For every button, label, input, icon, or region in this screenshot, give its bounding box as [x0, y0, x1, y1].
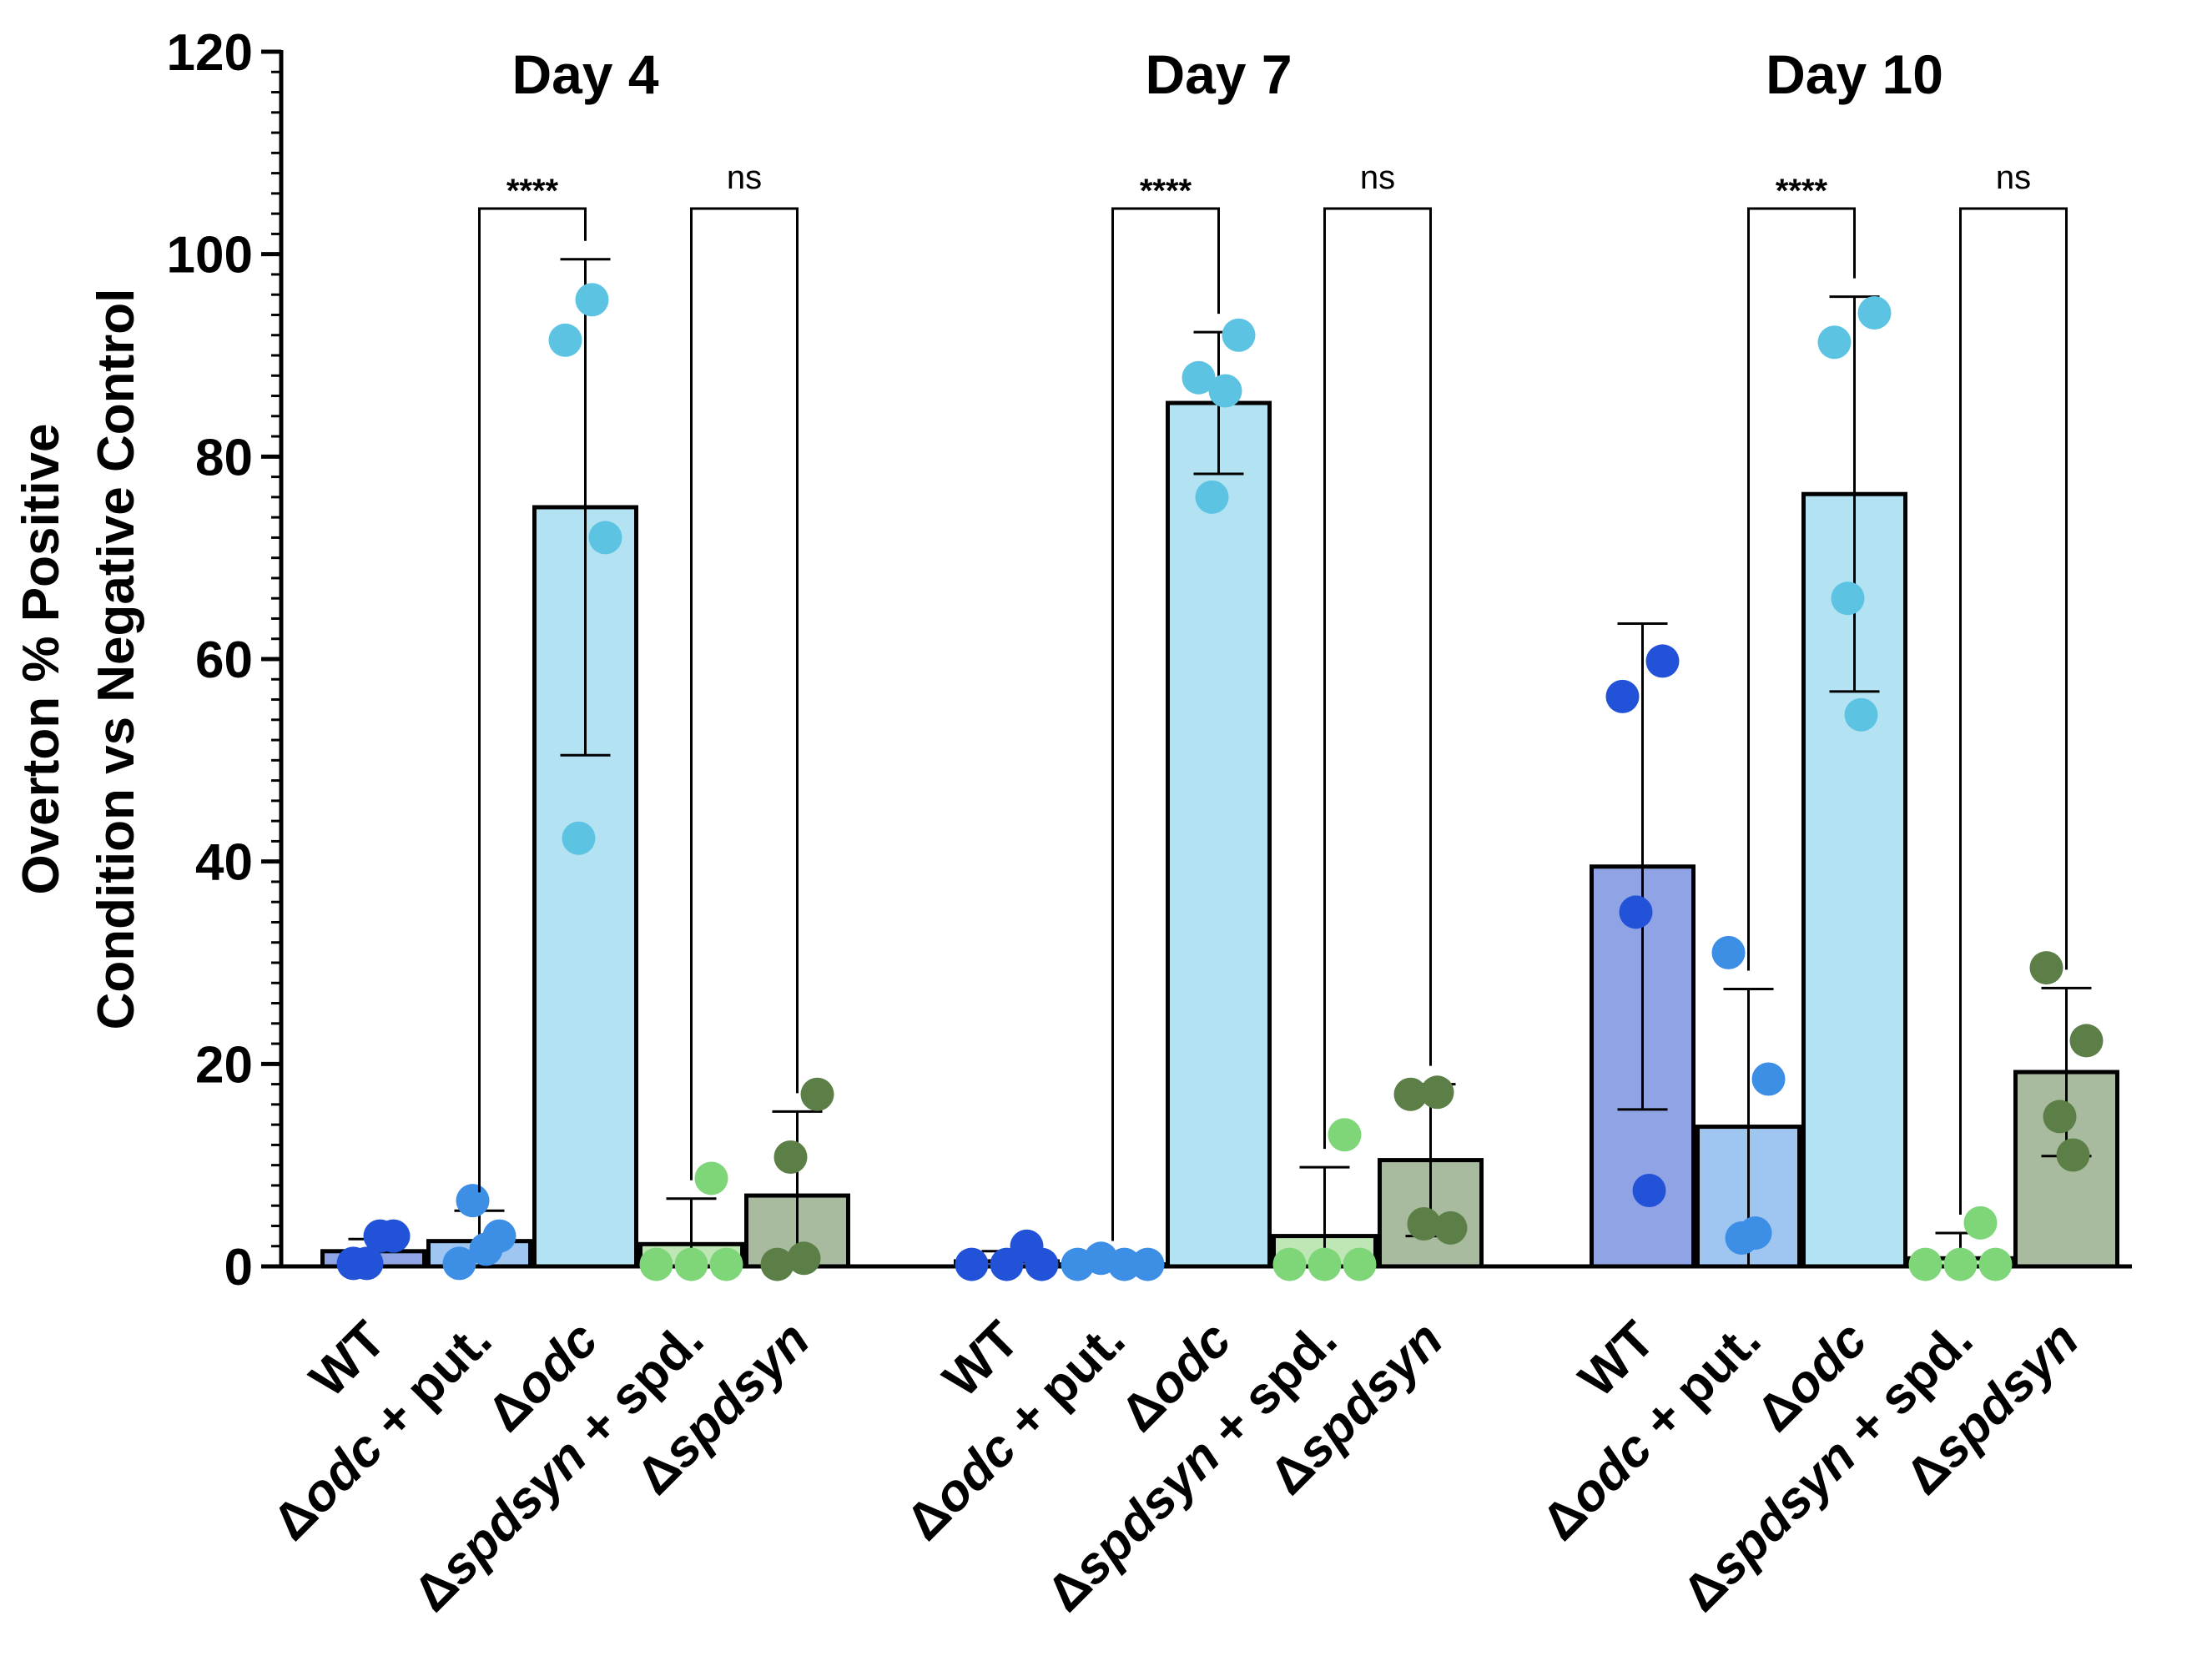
- category-gene: spdsyn: [429, 1427, 597, 1596]
- data-point: [1943, 1247, 1978, 1281]
- data-point: [1393, 1077, 1428, 1111]
- data-point: [548, 323, 582, 357]
- y-tick-label: 20: [195, 1036, 253, 1094]
- data-point: [1107, 1247, 1141, 1281]
- data-point: [1195, 480, 1229, 514]
- y-axis-label: Overton % Positive Condition vs Negative …: [13, 289, 145, 1030]
- data-point: [1131, 1247, 1165, 1281]
- group-title: Day 4: [511, 43, 658, 105]
- data-point: [1208, 374, 1242, 408]
- data-point: [1619, 895, 1653, 929]
- data-point: [588, 521, 622, 555]
- data-point: [562, 821, 596, 855]
- significance-label: ****: [506, 173, 559, 209]
- data-point: [1182, 360, 1216, 395]
- data-point: [1831, 581, 1865, 616]
- significance-bracket: [478, 207, 587, 1193]
- data-points-layer: [336, 283, 2104, 1281]
- data-point: [1844, 697, 1878, 732]
- data-point: [1908, 1247, 1942, 1281]
- data-point: [469, 1232, 503, 1266]
- data-point: [1632, 1174, 1666, 1207]
- data-point: [350, 1246, 384, 1281]
- significance-bracket: [1959, 207, 2068, 1215]
- y-axis-title-line: Condition vs Negative Control: [88, 289, 145, 1030]
- data-point: [442, 1246, 476, 1281]
- group-title: Day 10: [1766, 43, 1943, 105]
- data-point: [1817, 325, 1852, 360]
- significance-label: ns: [1360, 159, 1395, 196]
- data-point: [1738, 1216, 1772, 1250]
- data-point: [363, 1219, 397, 1253]
- data-point: [1272, 1247, 1307, 1281]
- y-axis: 0 20 40 60 80 100 120: [167, 24, 284, 1296]
- significance-label: ns: [727, 159, 762, 196]
- data-point: [1328, 1118, 1362, 1152]
- y-tick-label: 60: [195, 632, 253, 689]
- data-point: [760, 1247, 794, 1281]
- significance-label: ****: [1776, 173, 1828, 209]
- y-tick-label: 80: [195, 429, 253, 486]
- data-point: [674, 1247, 708, 1281]
- data-point: [1308, 1247, 1342, 1281]
- data-point: [694, 1161, 728, 1195]
- data-point: [2043, 1100, 2077, 1134]
- data-point: [2029, 951, 2063, 985]
- data-point: [800, 1077, 834, 1111]
- data-point: [1751, 1062, 1786, 1096]
- significance-bracket: [1747, 207, 1856, 971]
- significance-bracket: [1323, 207, 1432, 1150]
- significance-label: ns: [1996, 159, 2031, 196]
- data-point: [1645, 644, 1680, 678]
- y-tick-label: 40: [195, 834, 253, 892]
- group-titles-layer: Day 4 Day 7 Day 10: [511, 43, 1942, 105]
- data-point: [575, 283, 609, 317]
- data-point: [1857, 296, 1892, 330]
- data-point: [1420, 1075, 1454, 1110]
- significance-bracket: [1111, 207, 1220, 1241]
- y-tick-label: 120: [167, 24, 253, 82]
- y-axis-title-line: Overton % Positive: [13, 423, 70, 894]
- data-point: [639, 1247, 673, 1281]
- data-point: [787, 1241, 821, 1276]
- data-point: [1963, 1205, 1998, 1240]
- data-point: [990, 1247, 1024, 1281]
- significance-label: ****: [1140, 173, 1192, 209]
- data-point: [1605, 679, 1640, 713]
- category-gene: spdsyn: [1698, 1427, 1867, 1596]
- significance-bracket: [690, 207, 799, 1180]
- group-title: Day 7: [1145, 43, 1292, 105]
- data-point: [773, 1140, 808, 1174]
- category-gene: spdsyn: [1062, 1427, 1231, 1596]
- data-point: [1222, 318, 1256, 352]
- data-point: [2069, 1024, 2104, 1058]
- data-point: [1434, 1211, 1468, 1245]
- data-point: [1025, 1247, 1059, 1281]
- data-point: [709, 1247, 743, 1281]
- significance-layer: **** ns **** ns **** ns: [478, 159, 2068, 1241]
- data-point: [2056, 1138, 2090, 1172]
- data-point: [955, 1247, 989, 1281]
- data-point: [1978, 1247, 2013, 1281]
- data-point: [456, 1184, 490, 1218]
- y-tick-label: 0: [224, 1239, 253, 1296]
- data-point: [1711, 935, 1746, 969]
- data-point: [1407, 1207, 1441, 1241]
- bar: [1166, 400, 1272, 1269]
- data-point: [1343, 1247, 1377, 1281]
- y-tick-label: 100: [167, 227, 253, 284]
